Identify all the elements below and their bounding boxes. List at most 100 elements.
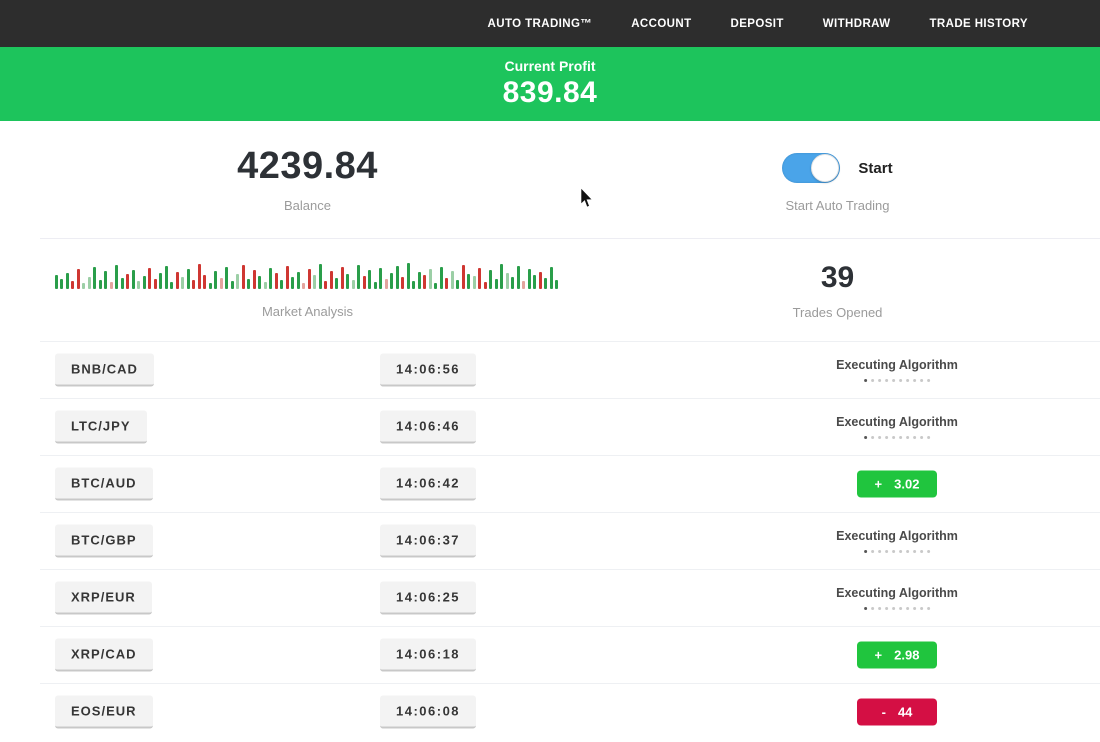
analysis-bar [467,274,470,289]
balance-section: 4239.84 Balance [40,145,575,238]
analysis-bar [412,281,415,289]
analysis-bar [115,265,118,289]
status-badge: -44 [857,698,937,725]
analysis-bar [423,275,426,289]
analysis-bar [126,274,129,289]
progress-dots [836,435,958,439]
table-row: BTC/AUD 14:06:42 +3.02 [0,455,1100,512]
time-pill: 14:06:25 [380,581,477,614]
analysis-bar [65,273,69,289]
toggle-knob[interactable] [811,154,840,182]
table-row: XRP/EUR 14:06:25 Executing Algorithm [0,569,1100,626]
analysis-bar [478,268,481,289]
analysis-bar [384,279,388,289]
start-auto-trading-label: Start Auto Trading [785,198,890,213]
pair-pill: EOS/EUR [55,695,153,728]
analysis-row: Market Analysis 39 Trades Opened [0,239,1100,341]
analysis-bar [390,273,393,289]
nav-item-deposit[interactable]: DEPOSIT [730,17,784,30]
analysis-bar [538,272,542,289]
analysis-bar [137,281,140,289]
analysis-bar [258,276,261,289]
analysis-bar [335,278,338,289]
analysis-bar [533,275,536,289]
analysis-bar [93,267,96,289]
balance-value: 4239.84 [237,145,378,187]
market-analysis-label: Market Analysis [261,304,354,319]
analysis-bar [302,283,305,289]
analysis-bar [263,282,267,289]
pair-pill: BNB/CAD [55,353,154,386]
progress-dots [836,378,958,382]
analysis-bar [527,269,531,289]
analysis-bar [494,279,498,289]
analysis-bar [329,271,333,289]
analysis-bar [175,272,179,289]
nav-item-auto-trading[interactable]: AUTO TRADING™ [487,17,593,30]
time-pill: 14:06:37 [380,524,477,557]
analysis-bar [219,278,223,289]
nav-item-withdraw[interactable]: WITHDRAW [822,17,891,30]
analysis-bar [280,280,283,289]
analysis-bar [82,283,85,289]
time-pill: 14:06:08 [380,695,477,728]
analysis-bar [291,277,294,289]
nav-item-account[interactable]: ACCOUNT [631,17,692,30]
analysis-bar [87,277,91,289]
nav-item-trade-history[interactable]: TRADE HISTORY [929,17,1028,30]
analysis-bar [368,270,371,289]
progress-dots [836,606,958,610]
status-badge: +2.98 [857,641,937,668]
analysis-bar [252,270,256,289]
analysis-bar [351,280,355,289]
executing-label: Executing Algorithm [836,414,958,429]
analysis-bar [148,268,151,289]
analysis-bar [505,273,509,289]
analysis-bar [313,275,316,289]
analysis-bar [406,263,410,289]
analysis-bar [511,277,514,289]
analysis-bar [395,266,399,289]
analysis-bar [549,267,553,289]
analysis-bar [153,279,157,289]
trade-list: BNB/CAD 14:06:56 Executing Algorithm LTC… [0,341,1100,740]
analysis-bar [373,282,377,289]
analysis-bar [340,267,344,289]
analysis-bar [500,264,503,289]
analysis-bar [203,275,206,289]
analysis-bar [483,282,487,289]
analysis-bar [71,281,74,289]
auto-trading-toggle[interactable] [782,153,841,183]
analysis-bar [307,269,311,289]
analysis-bar [544,278,547,289]
pair-pill: LTC/JPY [55,410,147,443]
analysis-bar [489,270,492,289]
current-profit-label: Current Profit [504,58,596,74]
analysis-bar [109,282,113,289]
analysis-bar [225,267,228,289]
pair-pill: BTC/AUD [55,467,153,500]
analysis-bar [318,264,322,289]
analysis-bar [434,283,437,289]
current-profit-banner: Current Profit 839.84 [0,47,1100,121]
table-row: EOS/EUR 14:06:08 -44 [0,683,1100,740]
analysis-bar [247,279,250,289]
analysis-bar [76,269,80,289]
analysis-bar [324,281,327,289]
executing-label: Executing Algorithm [836,528,958,543]
market-analysis-chart [54,259,561,289]
analysis-bar [241,265,245,289]
table-row: BTC/GBP 14:06:37 Executing Algorithm [0,512,1100,569]
trades-opened-label: Trades Opened [792,305,883,320]
divider-summary [40,238,1100,239]
analysis-bar [439,267,443,289]
analysis-bar [181,277,184,289]
analysis-bar [461,265,465,289]
trades-opened-section: 39 Trades Opened [575,259,1100,341]
pair-pill: XRP/EUR [55,581,152,614]
analysis-bar [131,270,135,289]
trades-opened-value: 39 [820,261,855,294]
pair-pill: BTC/GBP [55,524,153,557]
analysis-bar [269,268,272,289]
time-pill: 14:06:42 [380,467,477,500]
